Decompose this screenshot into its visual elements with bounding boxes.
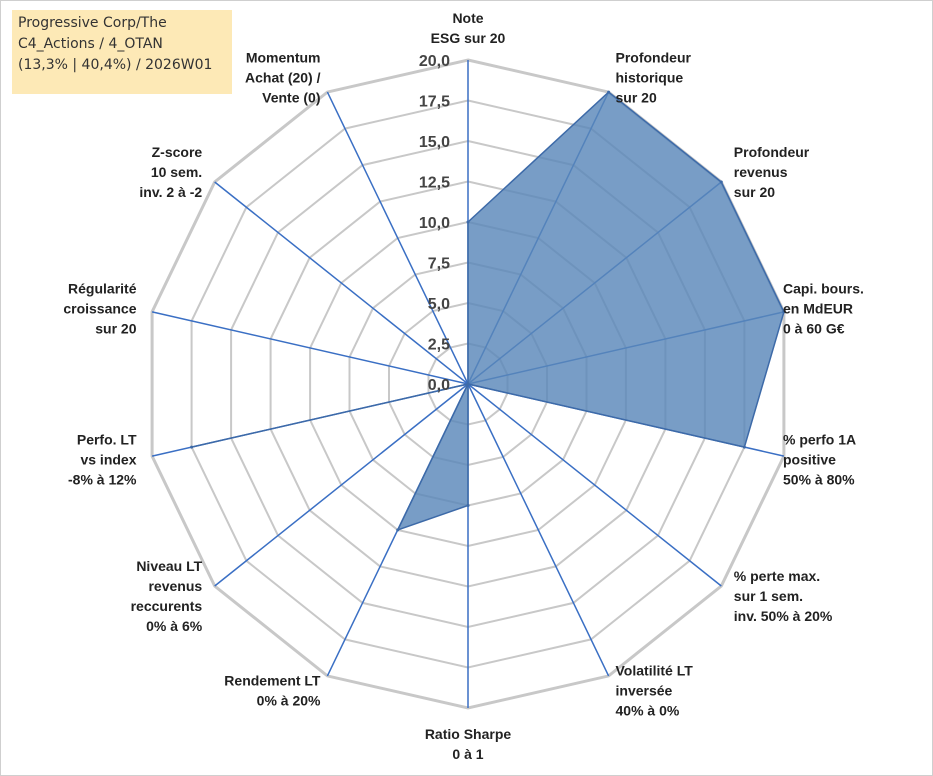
axis-label: Niveau LT revenus reccurents 0% à 6% [131,558,203,634]
axis-label: Profondeur revenus sur 20 [734,144,810,200]
tick-label: 0,0 [428,377,450,394]
axis-label-line: inversée [616,682,673,698]
axis-label-line: Achat (20) / [245,70,321,86]
axis-label-line: 40% à 0% [616,702,680,718]
tick-label: 12,5 [419,175,450,192]
header-line-category: C4_Actions / 4_OTAN [18,36,163,52]
axis-label: Note ESG sur 20 [431,10,506,46]
axis-label-line: 0% à 20% [257,692,321,708]
axis-label-line: revenus [734,164,788,180]
axis-label-line: Z-score [152,144,203,160]
tick-label: 15,0 [419,134,450,151]
axis-label: Perfo. LT vs index -8% à 12% [68,432,137,488]
axis-label-line: croissance [63,300,136,316]
header-line-stats: (13,3% | 40,4%) / 2026W01 [18,57,213,73]
axis-label-line: Note [452,10,483,26]
tick-label: 7,5 [428,256,450,273]
axis-label-line: revenus [148,578,202,594]
radar-tick-labels: 0,0 2,5 5,0 7,5 10,0 12,5 15,0 17,5 20,0 [419,53,450,394]
axis-label: Profondeur historique sur 20 [616,50,692,106]
axis-label: Régularité croissance sur 20 [63,280,136,336]
axis-label-line: 0 à 60 G€ [783,320,845,336]
axis-label-line: 0% à 6% [146,618,203,634]
axis-label: Volatilité LT inversée 40% à 0% [616,662,694,718]
axis-label: Momentum Achat (20) / Vente (0) [245,50,321,106]
axis-label: Ratio Sharpe 0 à 1 [425,726,512,762]
axis-label: Z-score 10 sem. inv. 2 à -2 [139,144,202,200]
axis-label-line: ESG sur 20 [431,30,506,46]
axis-label: Rendement LT 0% à 20% [224,672,321,708]
axis-label-line: positive [783,452,836,468]
tick-label: 17,5 [419,94,450,111]
axis-label-line: inv. 2 à -2 [139,184,202,200]
tick-label: 20,0 [419,53,450,70]
axis-label-line: Capi. bours. [783,280,864,296]
data-point [190,445,194,449]
axis-label-line: Profondeur [734,144,810,160]
tick-label: 2,5 [428,337,450,354]
data-point [396,528,400,532]
axis-label-line: reccurents [131,598,203,614]
axis-label-line: -8% à 12% [68,472,137,488]
axis-label-line: sur 20 [95,320,136,336]
axis-label-line: 0 à 1 [452,746,483,762]
data-point [782,310,786,314]
axis-label-line: 50% à 80% [783,472,855,488]
axis-spoke [326,91,469,385]
header-line-security: Progressive Corp/The [18,15,167,31]
axis-label-line: Ratio Sharpe [425,726,512,742]
series-area [191,91,785,532]
axis-label-line: 10 sem. [151,164,202,180]
axis-label-line: Volatilité LT [616,662,694,678]
data-point [466,504,470,507]
radar-series [190,90,786,532]
axis-label-line: en MdEUR [783,300,853,316]
axis-label-line: % perte max. [734,568,820,584]
axis-label-line: sur 20 [616,90,657,106]
axis-label-line: Momentum [246,50,321,66]
axis-label-line: vs index [80,452,136,468]
axis-label-line: Régularité [68,280,137,296]
tick-label: 5,0 [428,296,450,313]
axis-label-line: inv. 50% à 20% [734,608,833,624]
axis-label-line: % perfo 1A [783,432,856,448]
axis-label: % perfo 1A positive 50% à 80% [783,432,856,488]
axis-label-line: Niveau LT [136,558,202,574]
axis-label-line: historique [616,70,684,86]
data-point [719,180,723,184]
axis-spoke [467,383,722,587]
axis-spoke [214,383,469,587]
axis-label-line: Vente (0) [262,90,320,106]
data-point [466,220,470,224]
axis-spoke [467,383,610,677]
data-point [466,382,470,386]
data-point [607,90,611,94]
chart-header-box: Progressive Corp/The C4_Actions / 4_OTAN… [12,10,232,94]
axis-label-line: sur 1 sem. [734,588,803,604]
axis-label-line: Perfo. LT [77,432,137,448]
axis-label: Capi. bours. en MdEUR 0 à 60 G€ [783,280,864,336]
axis-label-line: Rendement LT [224,672,321,688]
axis-label-line: sur 20 [734,184,775,200]
axis-label: % perte max. sur 1 sem. inv. 50% à 20% [734,568,833,624]
axis-label-line: Profondeur [616,50,692,66]
axis-spoke [214,181,469,385]
radar-axis-labels: Note ESG sur 20 Profondeur historique sur 20… [63,10,864,762]
axis-spoke [151,311,469,385]
tick-label: 10,0 [419,215,450,232]
data-point [742,445,746,449]
